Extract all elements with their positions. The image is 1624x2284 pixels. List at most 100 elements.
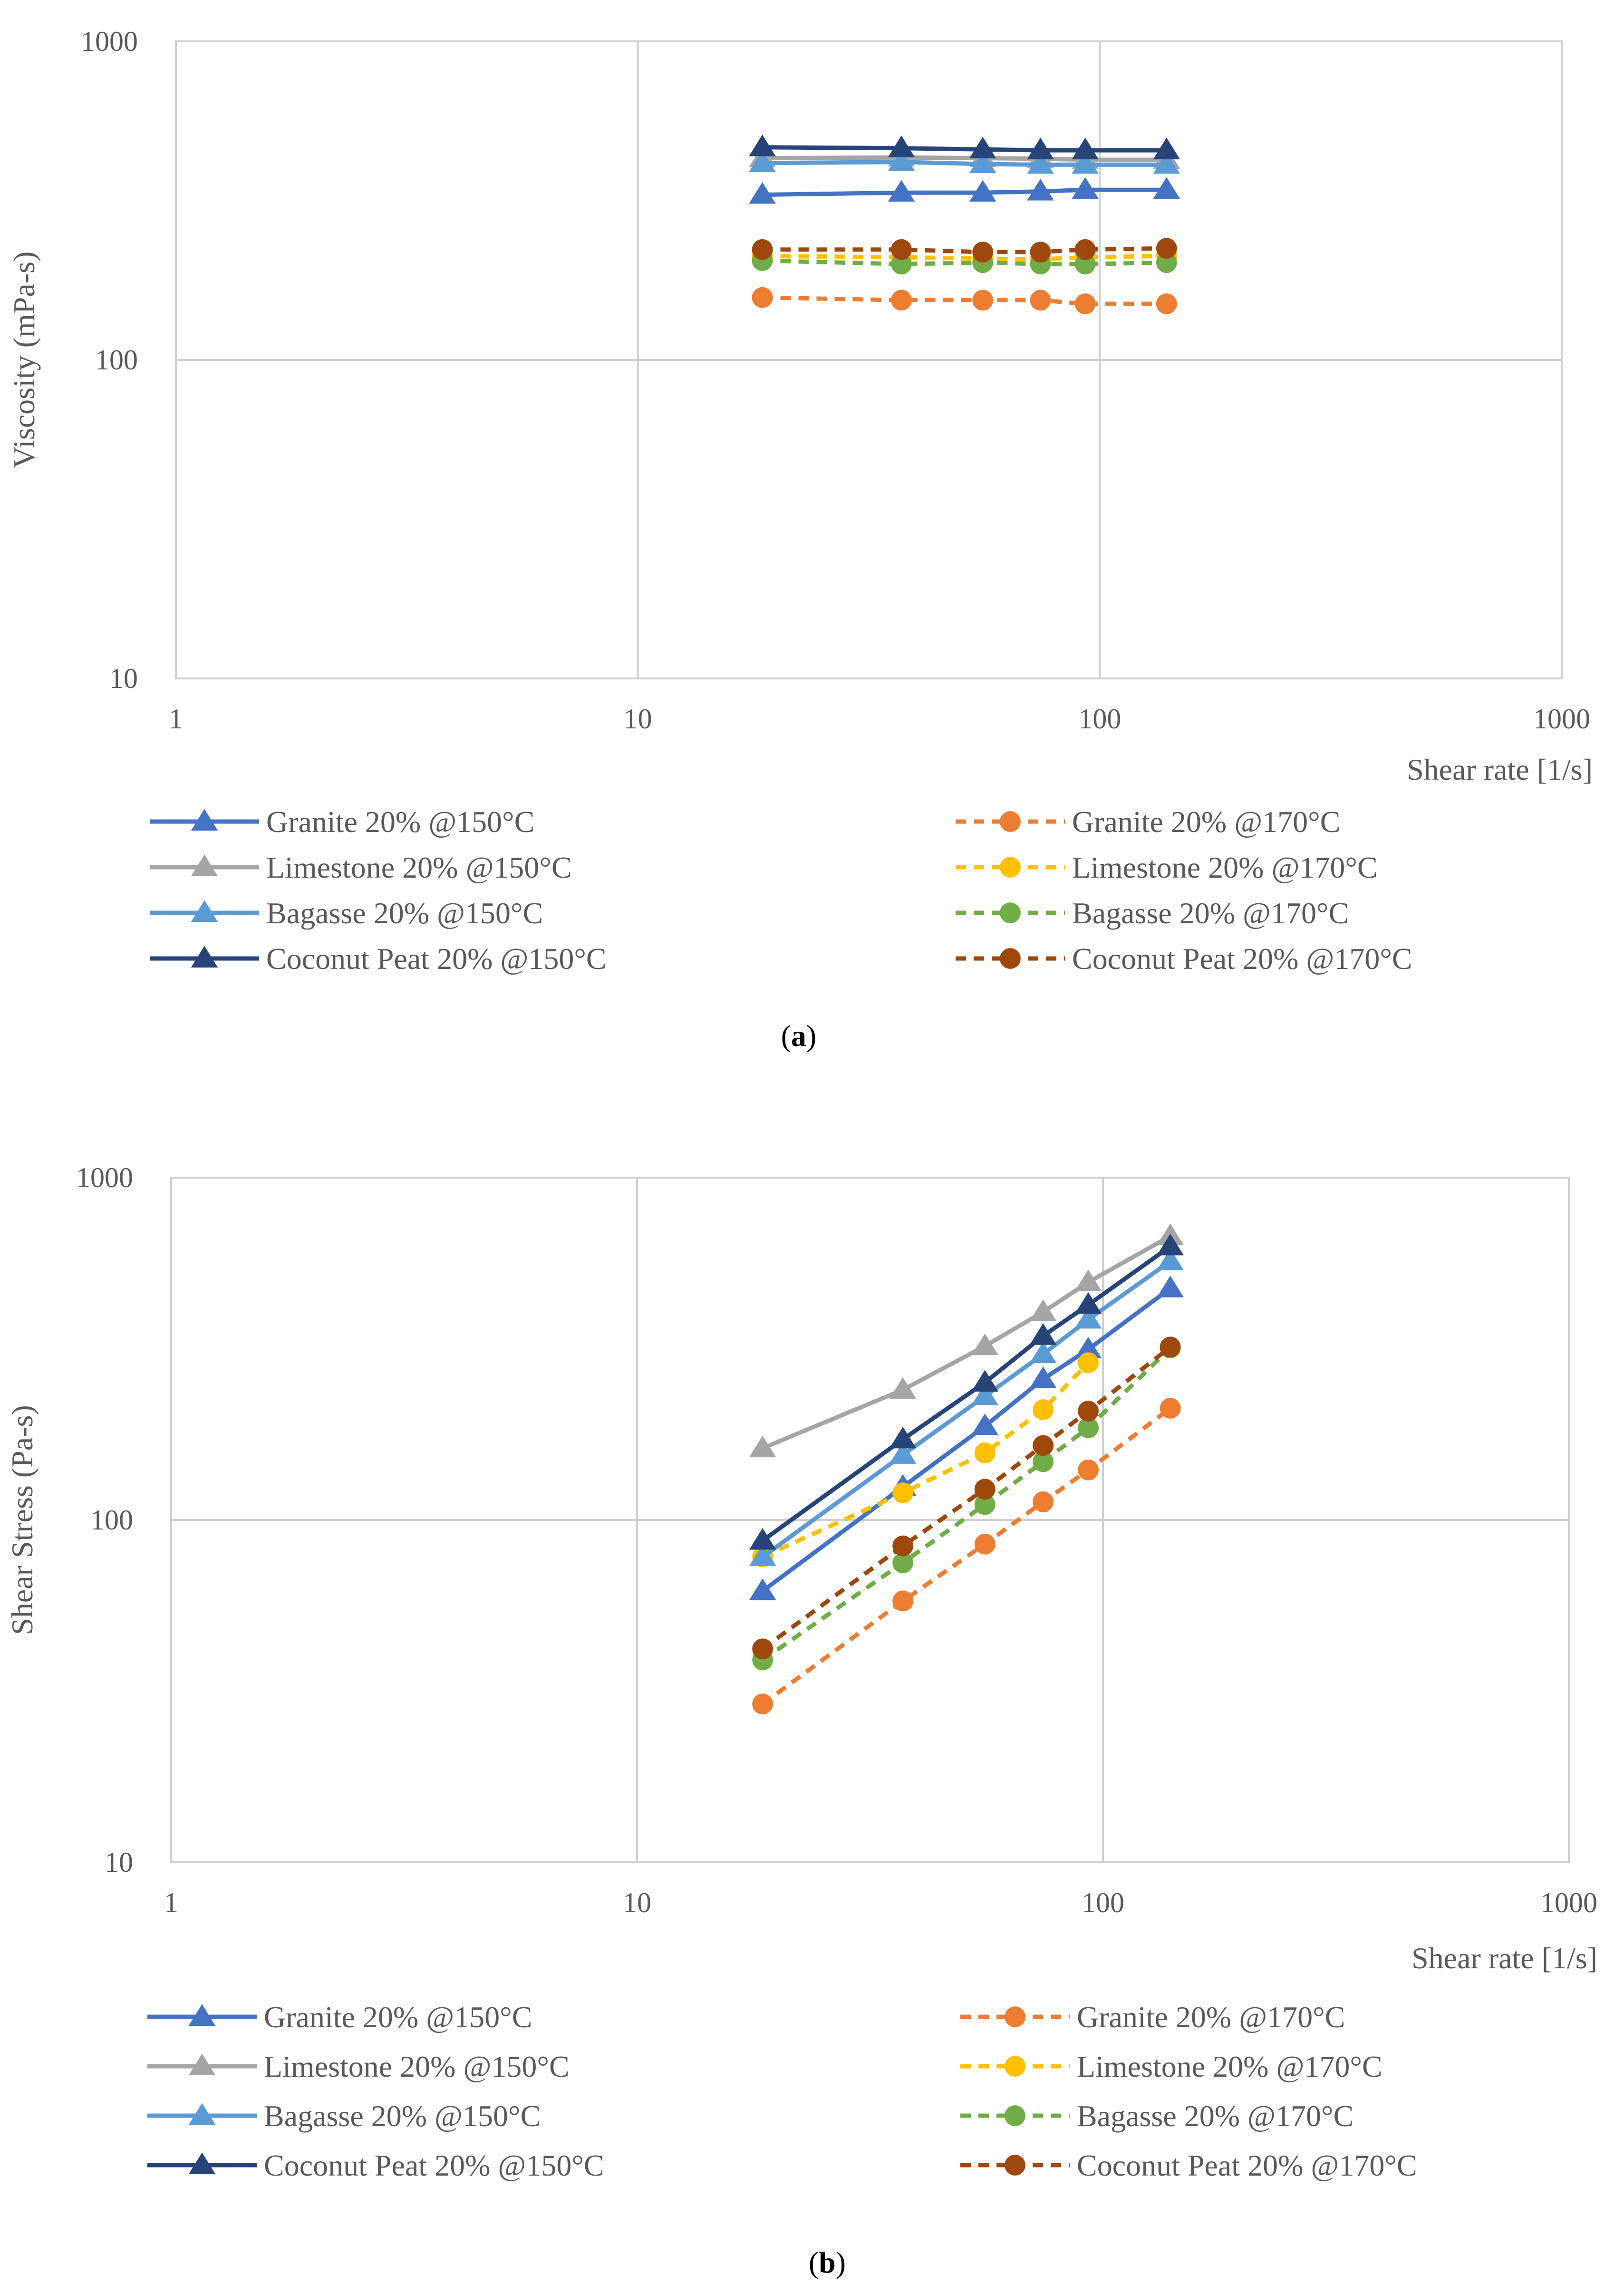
panel-b: (b) 1 10 100 1000 10 100 1000 Shear rate [1/s] S… <box>5 1162 1597 2279</box>
legend-label: Limestone 20% @150°C <box>266 851 572 884</box>
legend-item-coconut-peat-20pct-at-170c: Coconut Peat 20% @170°C <box>956 942 1412 976</box>
series-line <box>762 145 1167 153</box>
series-line <box>762 1234 1171 1451</box>
legend-item-coconut-peat-20pct-at-150c: Coconut Peat 20% @150°C <box>147 2149 604 2182</box>
legend-label: Limestone 20% @170°C <box>1077 2050 1382 2083</box>
data-point <box>1072 137 1099 160</box>
data-point <box>1074 293 1096 314</box>
legend-marker <box>191 900 218 922</box>
legend-marker <box>188 2053 216 2075</box>
data-point <box>1027 152 1054 174</box>
legend-label: Limestone 20% @170°C <box>1072 851 1378 884</box>
legend-item-limestone-20pct-at-170c: Limestone 20% @170°C <box>956 851 1378 884</box>
legend-marker <box>1005 2056 1025 2077</box>
series-line <box>761 1406 1172 1706</box>
data-point <box>1074 1307 1102 1329</box>
series-coconut-peat-20pct-at-170c <box>752 238 1177 263</box>
data-point <box>1153 177 1180 199</box>
legend-label: Coconut Peat 20% @170°C <box>1072 942 1412 976</box>
data-point <box>889 1426 917 1449</box>
data-point <box>1033 1435 1054 1456</box>
x-tick-label: 10 <box>624 703 652 735</box>
data-point <box>969 180 996 202</box>
legend-item-limestone-20pct-at-150c: Limestone 20% @150°C <box>150 851 572 884</box>
x-tick-label: 1 <box>169 703 183 735</box>
data-point <box>971 1370 998 1392</box>
legend-item-granite-20pct-at-170c: Granite 20% @170°C <box>960 2000 1345 2034</box>
data-point <box>971 1413 998 1435</box>
series-line <box>762 246 1167 254</box>
data-point <box>1078 1459 1099 1481</box>
data-point <box>971 1333 998 1355</box>
data-point <box>752 239 773 260</box>
series-line <box>762 160 1167 167</box>
series-granite-20pct-at-150c <box>749 1276 1184 1600</box>
legend-item-granite-20pct-at-150c: Granite 20% @150°C <box>147 2000 532 2034</box>
data-point <box>892 1590 914 1612</box>
y-tick-label: 1000 <box>76 1162 133 1193</box>
legend-item-coconut-peat-20pct-at-150c: Coconut Peat 20% @150°C <box>150 942 607 976</box>
data-point <box>888 149 915 171</box>
legend-marker <box>191 809 218 831</box>
x-tick-label: 100 <box>1078 703 1121 735</box>
data-point <box>1074 1292 1102 1314</box>
data-point <box>1029 1366 1057 1388</box>
data-point <box>891 239 912 260</box>
series-line <box>762 295 1167 306</box>
data-point <box>1078 1401 1099 1422</box>
legend-label: Granite 20% @150°C <box>264 2000 532 2034</box>
data-point <box>749 1578 776 1600</box>
series-line <box>762 155 1167 162</box>
series-line <box>761 1259 1172 1559</box>
data-point <box>1029 1299 1057 1321</box>
data-point <box>889 1442 917 1464</box>
series-line <box>762 253 1167 261</box>
data-point <box>1160 1336 1181 1358</box>
data-point <box>1157 1248 1184 1270</box>
data-point <box>972 242 994 263</box>
data-point <box>752 1694 773 1714</box>
legend-label: Coconut Peat 20% @150°C <box>266 942 607 976</box>
data-point <box>888 135 915 157</box>
data-point <box>1027 178 1054 201</box>
legend-marker <box>188 2152 216 2174</box>
y-axis-title: Viscosity (mPa-s) <box>7 252 41 469</box>
data-point <box>752 287 773 308</box>
legend-label: Granite 20% @170°C <box>1072 805 1340 839</box>
data-point <box>1027 137 1054 160</box>
legend-marker <box>1005 2155 1025 2176</box>
series-line <box>761 1287 1172 1593</box>
data-point <box>1156 293 1177 314</box>
data-point <box>1030 242 1051 263</box>
y-tick-label: 10 <box>109 663 138 694</box>
series-limestone-20pct-at-150c <box>749 1223 1184 1458</box>
data-point <box>749 135 776 156</box>
legend-label: Bagasse 20% @150°C <box>266 896 543 930</box>
data-point <box>1157 1233 1184 1256</box>
data-point <box>1153 137 1180 160</box>
data-point <box>1078 1352 1099 1374</box>
series-granite-20pct-at-170c <box>752 1398 1181 1714</box>
series-line <box>762 187 1167 197</box>
data-point <box>1072 177 1099 199</box>
legend-item-coconut-peat-20pct-at-170c: Coconut Peat 20% @170°C <box>960 2149 1417 2182</box>
series-line <box>761 1346 1172 1662</box>
data-point <box>1029 1341 1057 1364</box>
legend-label: Bagasse 20% @170°C <box>1077 2099 1353 2133</box>
legend-marker <box>1005 2105 1025 2126</box>
legend-marker <box>1005 2006 1025 2027</box>
y-tick-label: 1000 <box>81 26 138 57</box>
data-point <box>749 1528 776 1550</box>
legend-label: Coconut Peat 20% @170°C <box>1077 2149 1417 2182</box>
x-tick-label: 1 <box>164 1887 178 1918</box>
legend-label: Limestone 20% @150°C <box>264 2050 570 2083</box>
y-tick-label: 10 <box>105 1847 133 1878</box>
legend-label: Bagasse 20% @150°C <box>264 2099 541 2133</box>
data-point <box>1029 1323 1057 1345</box>
legend-item-bagasse-20pct-at-170c: Bagasse 20% @170°C <box>956 896 1349 930</box>
panel-b-caption: (b) <box>809 2245 846 2279</box>
legend-marker <box>188 2103 216 2125</box>
series-line <box>762 258 1167 266</box>
legend-marker <box>1000 948 1021 969</box>
